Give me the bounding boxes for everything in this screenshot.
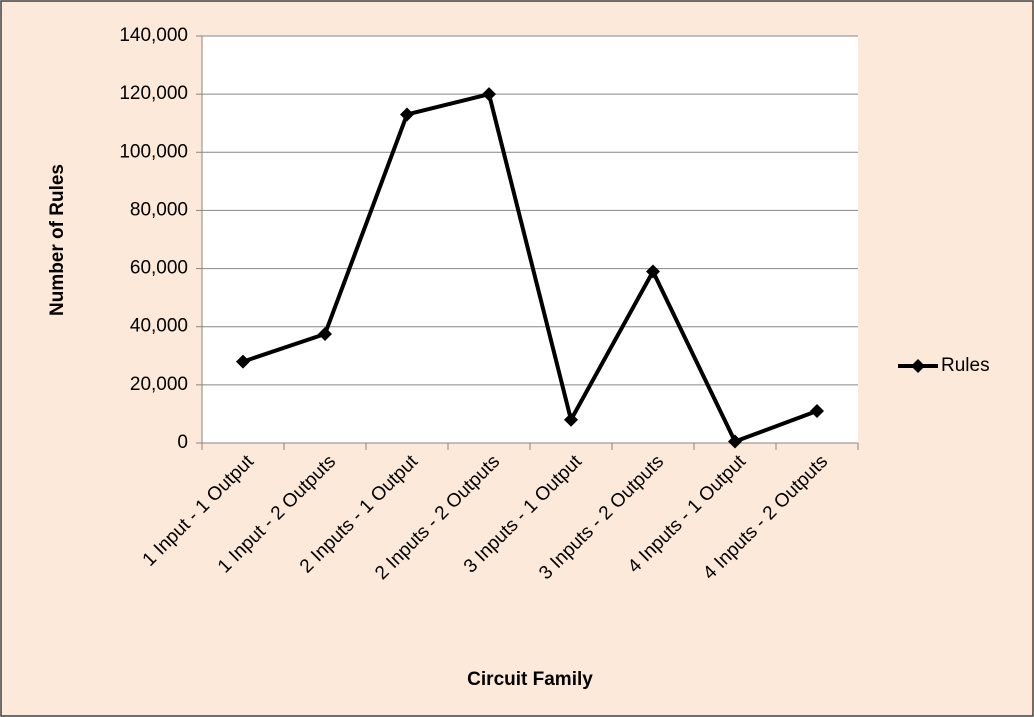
- y-tick-label: 120,000: [119, 83, 188, 104]
- legend-marker: [911, 359, 925, 373]
- marker: [318, 326, 332, 341]
- y-tick-label: 80,000: [130, 199, 188, 220]
- x-axis-label: Circuit Family: [467, 669, 593, 690]
- marker: [236, 354, 250, 369]
- marker: [646, 264, 660, 279]
- marker: [810, 404, 824, 419]
- marker: [400, 107, 414, 122]
- y-tick-label: 0: [177, 432, 188, 453]
- plot-area: [202, 36, 858, 443]
- y-tick-label: 60,000: [130, 258, 188, 279]
- y-tick-label: 40,000: [130, 316, 188, 337]
- y-tick-label: 140,000: [119, 25, 188, 46]
- marker: [564, 412, 578, 427]
- marker: [728, 434, 742, 449]
- marker: [482, 87, 496, 102]
- y-tick-label: 20,000: [130, 374, 188, 395]
- legend-label: Rules: [941, 355, 990, 376]
- y-tick-label: 100,000: [119, 141, 188, 162]
- y-axis-label: Number of Rules: [47, 164, 68, 316]
- series-line: [242, 92, 818, 444]
